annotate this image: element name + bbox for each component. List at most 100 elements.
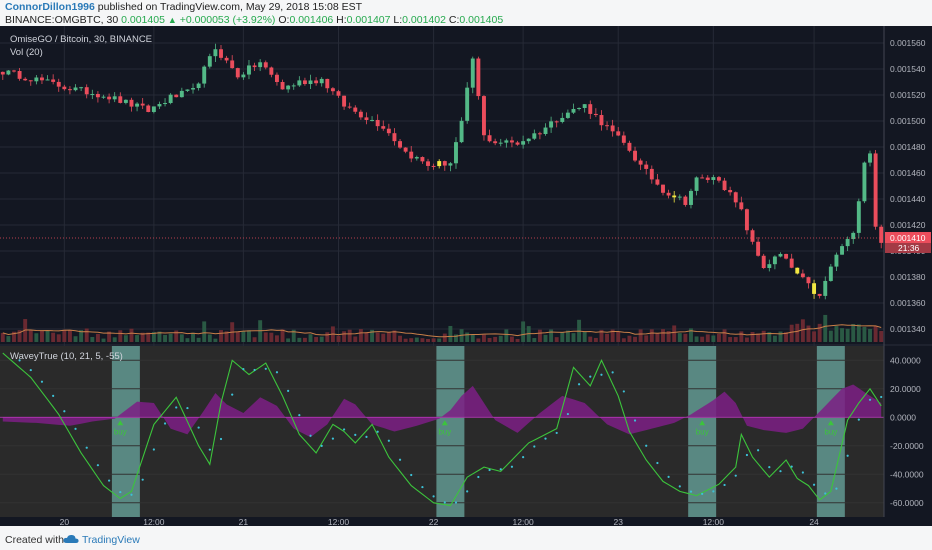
candle-body <box>213 49 218 57</box>
candle-body <box>761 255 766 269</box>
candle-body <box>392 133 397 142</box>
price-pane-title: OmiseGO / Bitcoin, 30, BINANCE <box>10 34 152 45</box>
tradingview-link[interactable]: TradingView <box>82 534 140 546</box>
footer: Created with TradingView <box>0 526 932 550</box>
candle-body <box>118 96 123 103</box>
volume-bar <box>800 319 805 342</box>
candle-body <box>302 80 307 85</box>
candle-body <box>101 96 106 98</box>
volume-bar <box>744 337 749 342</box>
volume-bar <box>868 328 872 342</box>
volume-bar <box>806 325 811 342</box>
volume-bar <box>543 334 548 342</box>
candle-body <box>605 125 610 127</box>
candle-body <box>219 49 223 58</box>
buy-zone <box>436 346 465 517</box>
candle-body <box>571 108 576 113</box>
candle-body <box>711 177 716 180</box>
signal-dot <box>342 428 346 431</box>
candle-body <box>17 70 22 79</box>
momentum-area <box>2 384 882 438</box>
signal-dot <box>846 454 849 457</box>
candle-body <box>364 117 369 120</box>
volume-bar <box>784 332 789 342</box>
candle-body <box>40 77 44 81</box>
volume-bar <box>274 335 279 342</box>
signal-dot <box>108 479 111 482</box>
volume-bar <box>537 329 542 342</box>
candle-body <box>633 150 637 161</box>
signal-dot <box>163 422 167 425</box>
price-tick-label: 0.001560 <box>890 38 926 48</box>
price-axis: 0.001560 0.001540 0.001520 0.001500 0.001480… <box>885 38 931 334</box>
candle-body <box>403 147 408 152</box>
candle-body <box>554 121 559 123</box>
candle-body <box>67 89 72 91</box>
signal-dot <box>275 371 279 374</box>
volume-bar <box>67 330 72 342</box>
volume-bar <box>95 333 100 342</box>
candle-body <box>140 103 145 106</box>
candle-body <box>191 88 195 90</box>
price-tick-label: 0.001520 <box>890 90 926 100</box>
chart-canvas[interactable]: OmiseGO / Bitcoin, 30, BINANCE Vol (20) … <box>0 26 932 526</box>
candle-body <box>470 58 475 88</box>
signal-dot <box>499 468 502 471</box>
candle-body <box>280 82 285 90</box>
candlesticks <box>0 43 884 300</box>
candle-body <box>532 133 537 139</box>
volume-bar <box>582 331 587 342</box>
candle-body <box>157 104 162 107</box>
candle-body <box>448 163 453 166</box>
signal-dot <box>600 373 603 376</box>
symbol-line: BINANCE:OMGBTC, 30 0.001405 ▲ +0.000053 … <box>5 14 503 26</box>
candle-body <box>666 192 671 196</box>
signal-dot <box>130 493 133 496</box>
candle-body <box>806 277 811 284</box>
signal-dot <box>365 435 368 438</box>
volume-bar <box>398 335 402 342</box>
volume-bar <box>739 331 744 342</box>
signal-dot <box>354 433 357 436</box>
author-link[interactable]: ConnorDillon1996 <box>5 1 95 13</box>
signal-dot <box>589 375 592 378</box>
low-label: L: <box>393 14 403 26</box>
candle-body <box>409 151 414 159</box>
signal-dot <box>74 427 77 430</box>
candle-body <box>263 62 268 68</box>
signal-dot <box>477 475 480 479</box>
candle-body <box>840 246 844 255</box>
candle-body <box>56 81 61 87</box>
candle-body <box>851 232 856 240</box>
volume-bar <box>610 329 615 342</box>
volume-bar <box>392 330 397 342</box>
price-tick-label: 0.001440 <box>890 194 926 204</box>
signal-dot <box>812 483 816 486</box>
signal-dot <box>701 492 704 495</box>
volume-bar <box>381 333 386 342</box>
volume-bar <box>135 335 140 342</box>
volume-bar <box>386 332 391 342</box>
candle-body <box>146 105 151 112</box>
signal-dot <box>85 446 88 449</box>
volume-bar <box>112 337 117 342</box>
volume-bar <box>34 333 39 342</box>
candle-body <box>207 56 212 67</box>
candle-body <box>521 141 526 145</box>
osc-tick-label: -40.0000 <box>890 469 924 479</box>
countdown-badge <box>885 243 931 253</box>
candle-body <box>62 86 67 90</box>
volume-bar <box>616 331 621 342</box>
candle-body <box>353 107 358 112</box>
candle-body <box>722 180 727 191</box>
candle-body <box>689 190 693 205</box>
buy-label: buy <box>114 427 127 436</box>
time-tick-label: 12:00 <box>143 517 165 526</box>
candle-body <box>498 142 503 144</box>
volume-bar <box>370 329 375 342</box>
volume-bar <box>140 332 145 342</box>
signal-dot <box>18 359 21 362</box>
candle-body <box>549 121 554 128</box>
candle-body <box>347 106 352 108</box>
volume-bar <box>711 335 716 342</box>
